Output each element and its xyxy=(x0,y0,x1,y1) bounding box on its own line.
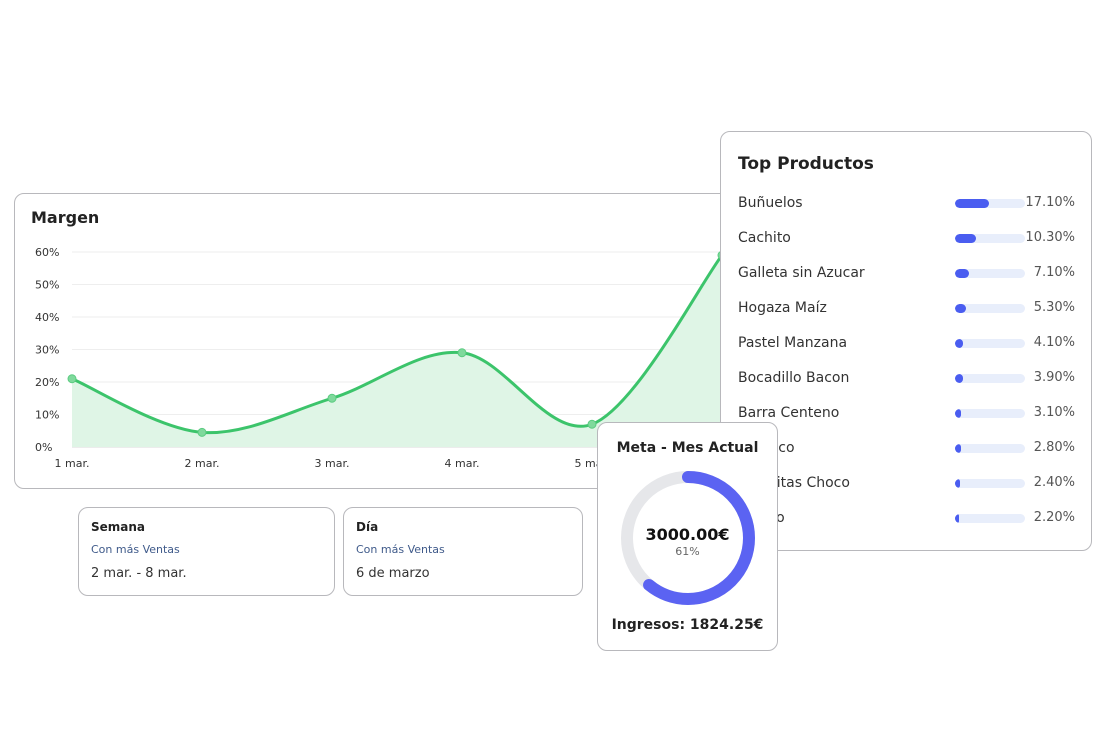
product-bar-track xyxy=(955,409,1025,418)
product-bar-fill xyxy=(955,409,962,418)
semana-card: Semana Con más Ventas 2 mar. - 8 mar. xyxy=(78,507,335,596)
product-row: Cachito 10.30% xyxy=(738,229,1078,249)
y-tick-label: 60% xyxy=(35,246,59,259)
product-bar-fill xyxy=(955,374,963,383)
meta-amount: 3000.00€ xyxy=(645,525,730,544)
product-percent: 17.10% xyxy=(1025,195,1075,210)
product-bar-track xyxy=(955,339,1025,348)
meta-title: Meta - Mes Actual xyxy=(616,440,759,456)
dia-subtitle: Con más Ventas xyxy=(356,543,445,556)
product-row: Galleta sin Azucar 7.10% xyxy=(738,264,1078,284)
margen-point xyxy=(67,374,77,384)
x-tick-label: 2 mar. xyxy=(185,457,220,470)
product-percent: 7.10% xyxy=(1033,265,1075,280)
product-bar-track xyxy=(955,269,1025,278)
product-name: Galleta sin Azucar xyxy=(738,265,865,281)
top-productos-card: Top Productos Buñuelos 17.10% Cachito 10.30… xyxy=(720,131,1092,551)
product-percent: 3.10% xyxy=(1033,405,1075,420)
semana-subtitle: Con más Ventas xyxy=(91,543,180,556)
product-bar-track xyxy=(955,444,1025,453)
x-tick-label: 4 mar. xyxy=(445,457,480,470)
y-tick-label: 30% xyxy=(35,344,59,357)
product-percent: 4.10% xyxy=(1033,335,1075,350)
product-name: Pastel Manzana xyxy=(738,335,848,351)
product-percent: 2.40% xyxy=(1033,475,1075,490)
product-name: Bocadillo Bacon xyxy=(738,370,850,386)
meta-ring-fill xyxy=(621,471,755,605)
product-row: Bocadillo Bacon 3.90% xyxy=(738,369,1078,389)
y-tick-label: 50% xyxy=(35,279,59,292)
dia-title: Día xyxy=(356,520,379,534)
product-bar-fill xyxy=(955,304,966,313)
product-name: Hogaza Maíz xyxy=(738,300,827,316)
margen-point xyxy=(327,393,337,403)
dia-value: 6 de marzo xyxy=(356,566,430,581)
product-bar-fill xyxy=(955,479,960,488)
product-bar-track xyxy=(955,479,1025,488)
product-bar-fill xyxy=(955,199,990,208)
product-row: Pastel Manzana 4.10% xyxy=(738,334,1078,354)
product-name: Buñuelos xyxy=(738,195,803,211)
product-percent: 2.80% xyxy=(1033,440,1075,455)
meta-progress-ring xyxy=(621,471,755,605)
margen-point xyxy=(457,348,467,358)
product-bar-track xyxy=(955,514,1025,523)
product-bar-fill xyxy=(955,514,960,523)
semana-value: 2 mar. - 8 mar. xyxy=(91,566,187,581)
product-bar-fill xyxy=(955,339,964,348)
product-row: e Trigo2.20% xyxy=(738,509,1078,529)
y-tick-label: 40% xyxy=(35,311,59,324)
meta-percent: 61% xyxy=(675,545,700,558)
product-row: Barra Centeno 3.10% xyxy=(738,404,1078,424)
product-bar-fill xyxy=(955,444,961,453)
y-tick-label: 0% xyxy=(35,441,52,454)
margen-point xyxy=(197,427,207,437)
product-percent: 5.30% xyxy=(1033,300,1075,315)
top-productos-title: Top Productos xyxy=(738,154,874,174)
product-percent: 3.90% xyxy=(1033,370,1075,385)
y-tick-label: 10% xyxy=(35,409,59,422)
product-bar-track xyxy=(955,374,1025,383)
product-row: Buñuelos 17.10% xyxy=(738,194,1078,214)
margen-title: Margen xyxy=(31,208,100,227)
product-bar-track xyxy=(955,304,1025,313)
margen-point xyxy=(587,419,597,429)
product-bar-track xyxy=(955,234,1025,243)
product-row: n Pepitas Choco 2.40% xyxy=(738,474,1078,494)
meta-ingresos: Ingresos: 1824.25€ xyxy=(611,617,764,633)
x-tick-label: 1 mar. xyxy=(55,457,90,470)
product-name: Barra Centeno xyxy=(738,405,840,421)
y-tick-label: 20% xyxy=(35,376,59,389)
dia-card: Día Con más Ventas 6 de marzo xyxy=(343,507,583,596)
product-bar-fill xyxy=(955,269,970,278)
x-tick-label: 3 mar. xyxy=(315,457,350,470)
product-row: Hogaza Maíz 5.30% xyxy=(738,299,1078,319)
product-bar-track xyxy=(955,199,1025,208)
product-bar-fill xyxy=(955,234,976,243)
meta-card: Meta - Mes Actual 3000.00€ 61% Ingresos:… xyxy=(597,422,778,651)
semana-title: Semana xyxy=(91,520,146,534)
product-name: Cachito xyxy=(738,230,791,246)
margen-chart-card: 0% 10% 20% 30% 40% 50% 60% 1 mar. 2 mar. 3 mar. 4 … xyxy=(14,193,738,489)
product-percent: 2.20% xyxy=(1033,510,1075,525)
product-percent: 10.30% xyxy=(1025,230,1075,245)
